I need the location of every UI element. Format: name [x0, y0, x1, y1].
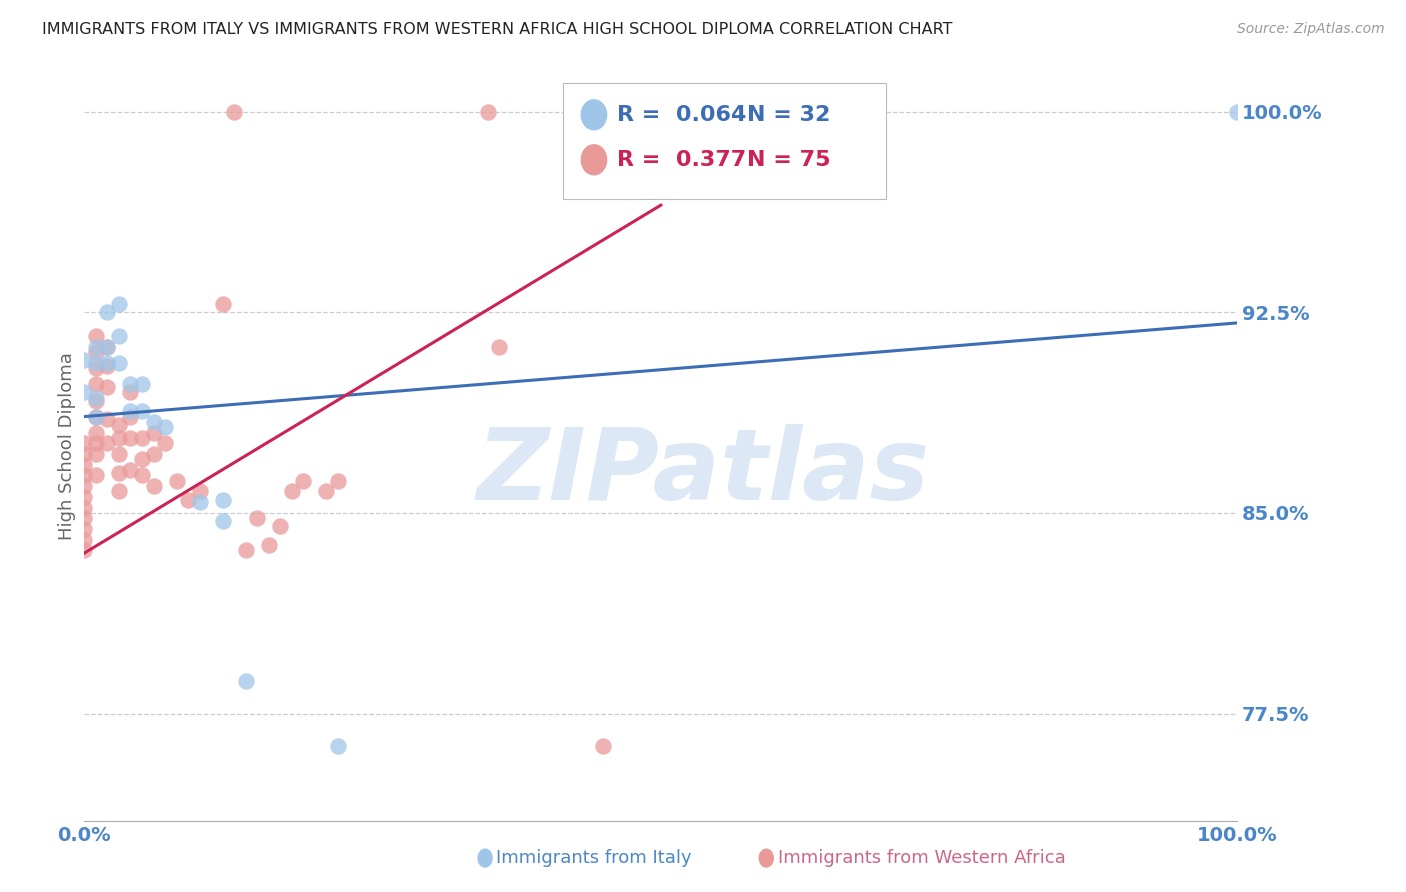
Point	[96, 340, 118, 354]
Point	[84, 409, 107, 424]
Point	[108, 484, 131, 499]
Text: ZIPatlas: ZIPatlas	[477, 425, 929, 521]
Point	[120, 431, 142, 445]
Point	[120, 385, 142, 400]
FancyBboxPatch shape	[562, 83, 886, 199]
Text: Immigrants from Italy: Immigrants from Italy	[496, 849, 692, 867]
Point	[188, 484, 211, 499]
Point	[269, 519, 291, 533]
Point	[1226, 104, 1249, 119]
Point	[177, 492, 200, 507]
Point	[84, 356, 107, 370]
Point	[84, 425, 107, 440]
Point	[84, 361, 107, 376]
Text: N = 75: N = 75	[748, 150, 831, 169]
Point	[257, 538, 280, 552]
Point	[142, 425, 165, 440]
Point	[84, 409, 107, 424]
Point	[73, 500, 96, 515]
Text: IMMIGRANTS FROM ITALY VS IMMIGRANTS FROM WESTERN AFRICA HIGH SCHOOL DIPLOMA CORR: IMMIGRANTS FROM ITALY VS IMMIGRANTS FROM…	[42, 22, 953, 37]
Point	[108, 466, 131, 480]
Point	[73, 385, 96, 400]
Point	[131, 452, 153, 467]
Point	[120, 463, 142, 477]
Point	[96, 412, 118, 426]
Ellipse shape	[581, 145, 606, 175]
Text: R =  0.377: R = 0.377	[617, 150, 747, 169]
Point	[224, 104, 246, 119]
Point	[84, 345, 107, 359]
Text: Immigrants from Western Africa: Immigrants from Western Africa	[778, 849, 1066, 867]
Point	[142, 447, 165, 461]
Point	[142, 415, 165, 429]
Point	[96, 305, 118, 319]
Point	[142, 479, 165, 493]
Point	[96, 380, 118, 394]
Point	[108, 297, 131, 311]
Point	[73, 511, 96, 525]
Point	[84, 329, 107, 343]
Point	[153, 436, 176, 450]
Point	[326, 739, 349, 753]
Point	[84, 393, 107, 408]
Point	[73, 533, 96, 547]
Point	[235, 543, 257, 558]
Point	[84, 340, 107, 354]
Point	[120, 409, 142, 424]
Point	[73, 468, 96, 483]
Point	[84, 391, 107, 405]
Point	[73, 458, 96, 472]
Point	[96, 356, 118, 370]
Point	[131, 377, 153, 392]
Point	[84, 377, 107, 392]
Point	[315, 484, 337, 499]
Text: N = 32: N = 32	[748, 105, 831, 125]
Point	[131, 468, 153, 483]
Point	[96, 340, 118, 354]
Point	[281, 484, 304, 499]
Point	[73, 522, 96, 536]
Point	[73, 490, 96, 504]
Point	[73, 447, 96, 461]
Point	[188, 495, 211, 509]
Point	[84, 447, 107, 461]
Point	[73, 543, 96, 558]
Point	[153, 420, 176, 434]
Point	[211, 297, 233, 311]
Point	[96, 359, 118, 373]
Point	[326, 474, 349, 488]
Point	[131, 431, 153, 445]
Point	[108, 329, 131, 343]
Ellipse shape	[581, 100, 606, 130]
Point	[592, 739, 614, 753]
Point	[246, 511, 269, 525]
Y-axis label: High School Diploma: High School Diploma	[58, 352, 76, 540]
Point	[131, 404, 153, 418]
Point	[292, 474, 315, 488]
Point	[488, 340, 510, 354]
Point	[73, 436, 96, 450]
Text: R =  0.064: R = 0.064	[617, 105, 747, 125]
Point	[108, 431, 131, 445]
Point	[235, 674, 257, 689]
Point	[477, 104, 499, 119]
Point	[211, 514, 233, 528]
Point	[73, 479, 96, 493]
Point	[73, 353, 96, 368]
Point	[211, 492, 233, 507]
Point	[166, 474, 188, 488]
Point	[84, 436, 107, 450]
Point	[96, 436, 118, 450]
Point	[84, 468, 107, 483]
Text: Source: ZipAtlas.com: Source: ZipAtlas.com	[1237, 22, 1385, 37]
Point	[120, 377, 142, 392]
Point	[108, 417, 131, 432]
Point	[120, 404, 142, 418]
Point	[108, 447, 131, 461]
Point	[108, 356, 131, 370]
